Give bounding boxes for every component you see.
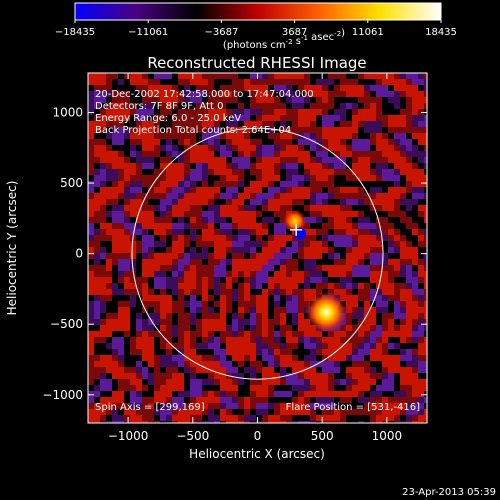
y-axis-label: Heliocentric Y (arcsec)	[5, 181, 19, 316]
y-tick-label: −1000	[42, 388, 83, 402]
y-tick-label: 500	[60, 176, 83, 190]
y-tick-label: −500	[50, 317, 83, 331]
info-text-block: 20-Dec-2002 17:42:58.000 to 17:47:04.000…	[95, 89, 314, 136]
colorbar-tick-label: −18435	[55, 27, 95, 38]
flare-source	[283, 209, 308, 234]
spin-axis-label: Spin Axis = [299,169]	[95, 402, 205, 413]
colorbar-tick-label: 3687	[282, 27, 307, 38]
colorbar-tick-label: 11061	[352, 27, 384, 38]
heatmap-image	[88, 73, 427, 423]
colorbar-unit-label: (photons cm-2 s-1 asec-2)	[223, 28, 345, 51]
info-line: 20-Dec-2002 17:42:58.000 to 17:47:04.000	[95, 89, 314, 100]
info-line: Back Projection Total counts: 2.64E+04	[95, 125, 291, 136]
x-tick-label: 500	[311, 429, 334, 443]
x-tick-label: −500	[176, 429, 209, 443]
colorbar-tick-label: −3687	[204, 27, 238, 38]
x-tick-label: −1000	[108, 429, 149, 443]
spin-axis-marker	[290, 223, 303, 236]
y-tick-label: 0	[75, 247, 83, 261]
colorbar	[74, 2, 442, 21]
colorbar-ticks: −18435 −11061 −3687 3687 11061 18435	[55, 20, 457, 38]
negative-feature	[294, 227, 307, 240]
info-line: Detectors: 7F 8F 9F, Att 0	[95, 101, 223, 112]
footer-timestamp: 23-Apr-2013 05:39	[402, 487, 496, 498]
x-tick-label: 1000	[372, 429, 403, 443]
x-axis-label: Heliocentric X (arcsec)	[189, 447, 325, 461]
flare-source	[304, 290, 349, 335]
x-tick-label: 0	[254, 429, 262, 443]
colorbar-tick-label: −11061	[128, 27, 168, 38]
solar-limb-circle	[131, 127, 384, 380]
chart-title: Reconstructed RHESSI Image	[147, 54, 366, 72]
y-axis-ticks: −1000 −500 0 500 1000	[42, 106, 427, 402]
colorbar-tick-label: 18435	[425, 27, 457, 38]
x-axis-ticks: −1000 −500 0 500 1000	[108, 73, 402, 443]
y-tick-label: 1000	[52, 106, 83, 120]
flare-position-label: Flare Position = [531,-416]	[286, 402, 420, 413]
info-line: Energy Range: 6.0 - 25.0 keV	[95, 113, 241, 124]
